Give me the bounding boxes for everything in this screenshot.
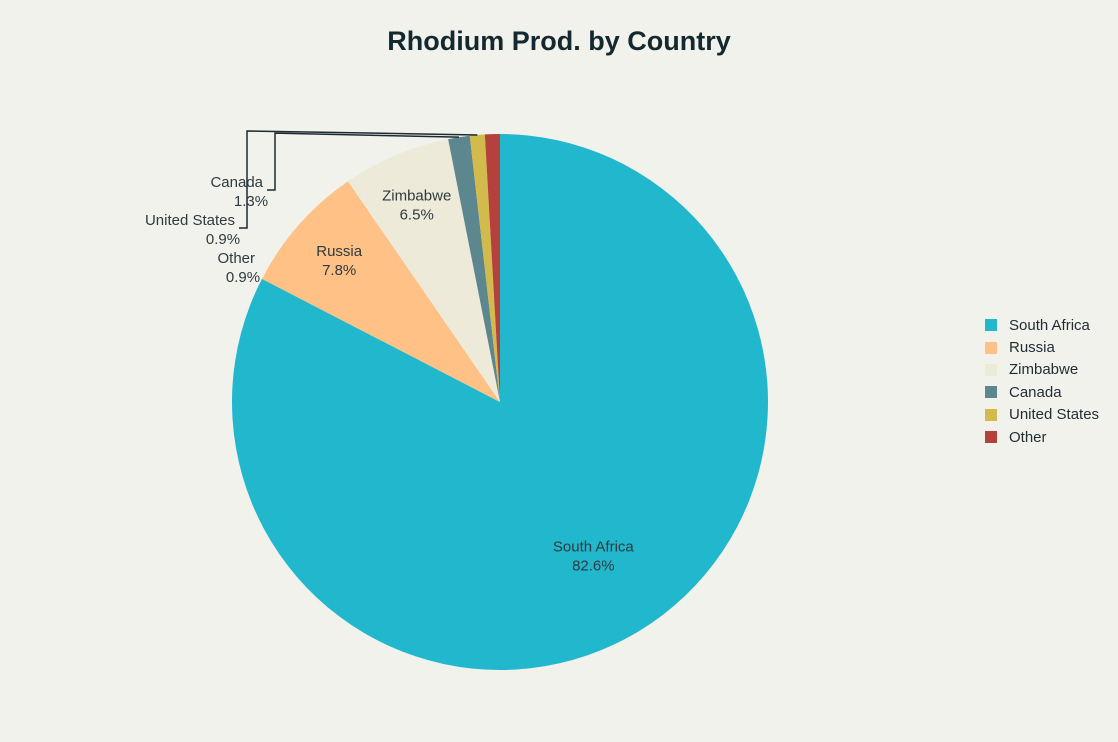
legend: South Africa Russia Zimbabwe Canada United S…	[985, 314, 1099, 448]
legend-label-canada: Canada	[1009, 383, 1062, 401]
legend-swatch-canada	[985, 386, 997, 399]
slice-label-canada: Canada	[210, 174, 263, 191]
slice-label-zimbabwe: Zimbabwe	[382, 187, 451, 204]
leader-lines-layer	[239, 130, 478, 229]
slices-layer	[231, 134, 768, 670]
slice-value-zimbabwe: 6.5%	[400, 206, 434, 223]
legend-item-russia: Russia	[985, 336, 1099, 358]
slice-label-united-states: United States	[145, 212, 235, 229]
slice-label-other: Other	[217, 250, 255, 267]
slice-label-south-africa: South Africa	[553, 538, 635, 555]
legend-item-zimbabwe: Zimbabwe	[985, 359, 1099, 381]
slice-value-south-africa: 82.6%	[572, 557, 615, 574]
legend-item-other: Other	[985, 426, 1099, 448]
pie-slice-other	[484, 134, 500, 402]
leader-line-canada	[267, 132, 459, 191]
legend-swatch-united-states	[985, 408, 997, 421]
legend-item-canada: Canada	[985, 381, 1099, 403]
slice-labels-layer: South Africa 82.6% Russia 7.8% Zimbabwe 6.5% C…	[145, 174, 634, 574]
leader-line-united-states	[239, 130, 478, 229]
slice-value-united-states: 0.9%	[206, 231, 240, 248]
pie-slice-russia	[261, 181, 500, 402]
pie-slice-united-states	[469, 134, 500, 402]
legend-item-south-africa: South Africa	[985, 314, 1099, 336]
slice-label-russia: Russia	[316, 243, 363, 260]
slice-value-canada: 1.3%	[234, 193, 268, 210]
slice-value-russia: 7.8%	[322, 262, 356, 279]
legend-swatch-other	[985, 431, 997, 444]
pie-slice-zimbabwe	[347, 139, 500, 402]
legend-label-zimbabwe: Zimbabwe	[1009, 361, 1079, 379]
pie-slice-canada	[448, 135, 500, 403]
legend-label-other: Other	[1009, 428, 1047, 446]
legend-item-united-states: United States	[985, 404, 1099, 426]
chart-title: Rhodium Prod. by Country	[387, 26, 731, 56]
legend-swatch-south-africa	[985, 319, 997, 332]
legend-swatch-russia	[985, 341, 997, 354]
legend-label-united-states: United States	[1009, 406, 1100, 424]
legend-label-south-africa: South Africa	[1009, 316, 1090, 334]
legend-label-russia: Russia	[1009, 339, 1055, 357]
legend-swatch-zimbabwe	[985, 363, 997, 376]
slice-value-other: 0.9%	[226, 269, 260, 286]
